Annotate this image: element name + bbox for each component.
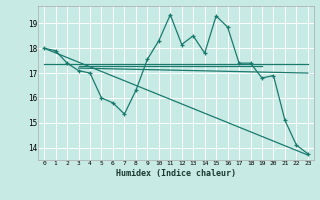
X-axis label: Humidex (Indice chaleur): Humidex (Indice chaleur) [116, 169, 236, 178]
